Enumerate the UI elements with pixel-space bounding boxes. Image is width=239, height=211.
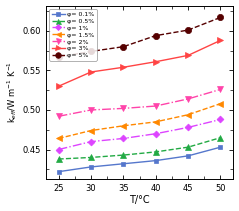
φ= 0.1%	[154, 159, 157, 162]
Line: φ= 3%: φ= 3%	[56, 38, 223, 89]
φ= 5%	[187, 29, 190, 31]
Line: φ= 0.1%: φ= 0.1%	[56, 145, 223, 174]
φ= 2%	[187, 98, 190, 100]
φ= 3%	[57, 85, 60, 88]
φ= 3%	[187, 54, 190, 57]
φ= 3%	[89, 71, 92, 73]
φ= 0.5%	[89, 156, 92, 159]
φ= 0.5%	[219, 136, 222, 139]
φ= 1.5%	[219, 102, 222, 105]
φ= 1.5%	[154, 120, 157, 123]
φ= 1%	[89, 140, 92, 143]
φ= 5%	[219, 16, 222, 19]
φ= 1.5%	[89, 129, 92, 132]
φ= 0.5%	[154, 151, 157, 153]
φ= 1.5%	[122, 124, 125, 127]
φ= 3%	[219, 39, 222, 42]
φ= 0.1%	[57, 170, 60, 173]
φ= 5%	[89, 50, 92, 53]
φ= 1.5%	[57, 137, 60, 140]
φ= 0.1%	[122, 162, 125, 165]
φ= 1%	[57, 148, 60, 151]
Line: φ= 2%: φ= 2%	[56, 87, 223, 119]
φ= 1%	[154, 133, 157, 135]
φ= 1%	[187, 126, 190, 129]
φ= 2%	[122, 107, 125, 110]
φ= 0.1%	[89, 166, 92, 168]
φ= 0.5%	[122, 154, 125, 156]
Line: φ= 5%: φ= 5%	[55, 14, 224, 60]
Line: φ= 1%: φ= 1%	[56, 117, 223, 152]
φ= 5%	[57, 56, 60, 58]
φ= 5%	[122, 45, 125, 48]
X-axis label: T/°C: T/°C	[129, 195, 150, 206]
φ= 1%	[122, 137, 125, 140]
Line: φ= 0.5%: φ= 0.5%	[56, 135, 223, 162]
φ= 3%	[154, 61, 157, 63]
φ= 1%	[219, 118, 222, 121]
φ= 3%	[122, 66, 125, 69]
φ= 2%	[89, 109, 92, 111]
Y-axis label: k$_{eff}$/W m$^{-1}$ K$^{-1}$: k$_{eff}$/W m$^{-1}$ K$^{-1}$	[5, 61, 19, 123]
Line: φ= 1.5%: φ= 1.5%	[56, 101, 223, 141]
φ= 2%	[57, 115, 60, 118]
φ= 0.5%	[57, 158, 60, 160]
φ= 2%	[219, 88, 222, 91]
φ= 2%	[154, 105, 157, 107]
φ= 0.5%	[187, 146, 190, 148]
Legend: φ= 0.1%, φ= 0.5%, φ= 1%, φ= 1.5%, φ= 2%, φ= 3%, φ= 5%: φ= 0.1%, φ= 0.5%, φ= 1%, φ= 1.5%, φ= 2%,…	[49, 9, 97, 61]
φ= 1.5%	[187, 114, 190, 116]
φ= 0.1%	[187, 155, 190, 157]
φ= 0.1%	[219, 146, 222, 148]
φ= 5%	[154, 34, 157, 37]
